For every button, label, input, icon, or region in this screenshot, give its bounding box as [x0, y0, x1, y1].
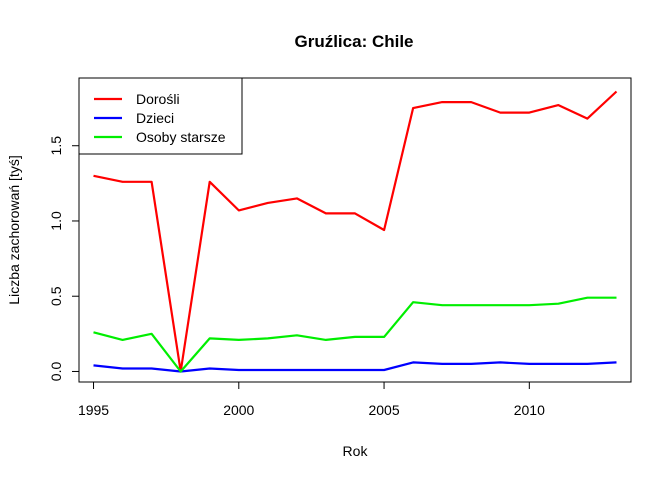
x-tick-label: 2005 — [368, 402, 399, 418]
legend-label: Dzieci — [136, 110, 174, 126]
series-line — [93, 296, 617, 373]
y-axis-label: Liczba zachorowań [tyś] — [6, 155, 22, 304]
legend-box — [78, 77, 243, 155]
chart-title: Gruźlica: Chile — [294, 32, 413, 51]
x-tick-label: 1995 — [78, 402, 109, 418]
legend: Dorośli Dzieci Osoby starsze — [78, 77, 243, 155]
y-axis: 0.0 0.5 1.0 1.5 — [48, 136, 80, 382]
series-layer — [93, 90, 618, 373]
y-tick-label: 0.0 — [48, 362, 64, 382]
y-tick-label: 1.0 — [48, 211, 64, 231]
x-tick-label: 2010 — [514, 402, 545, 418]
x-tick-label: 2000 — [223, 402, 254, 418]
x-axis-label: Rok — [343, 443, 369, 459]
series-line — [93, 361, 617, 373]
y-tick-label: 1.5 — [48, 136, 64, 156]
legend-label: Dorośli — [136, 91, 180, 107]
legend-label: Osoby starsze — [136, 129, 226, 145]
y-tick-label: 0.5 — [48, 286, 64, 306]
x-axis: 1995 2000 2005 2010 — [78, 381, 545, 418]
